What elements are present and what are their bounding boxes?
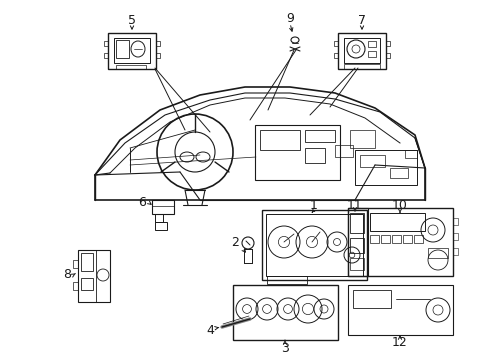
Bar [73, 282, 78, 290]
Text: 6: 6 [138, 195, 145, 208]
Text: 12: 12 [391, 336, 407, 348]
Bar [108, 33, 156, 69]
Bar [81, 253, 93, 271]
Bar [352, 290, 390, 308]
Bar [155, 214, 163, 222]
Text: 3: 3 [281, 342, 288, 355]
Bar [78, 250, 110, 302]
Bar [452, 233, 457, 240]
Bar [391, 235, 400, 243]
Bar [114, 38, 150, 63]
Bar [343, 64, 379, 69]
Bar [116, 65, 146, 69]
Bar [266, 276, 306, 284]
Bar [389, 168, 407, 178]
Bar [104, 53, 108, 58]
Bar [262, 210, 366, 280]
Text: 10: 10 [391, 198, 407, 212]
Bar [116, 40, 129, 58]
Bar [81, 278, 93, 290]
Bar [305, 130, 334, 142]
Text: 1: 1 [309, 198, 317, 212]
Bar [385, 53, 389, 58]
Bar [413, 235, 422, 243]
Bar [156, 41, 160, 46]
Bar [260, 130, 299, 150]
Bar [347, 208, 452, 276]
Bar [305, 148, 325, 163]
Bar [333, 53, 337, 58]
Bar [369, 235, 378, 243]
Bar [155, 222, 167, 230]
Bar [349, 130, 374, 148]
Text: 2: 2 [231, 235, 239, 248]
Bar [254, 125, 339, 180]
Bar [156, 53, 160, 58]
Text: 11: 11 [346, 198, 362, 212]
Bar [404, 150, 416, 158]
Bar [385, 41, 389, 46]
Bar [349, 258, 363, 270]
Text: 9: 9 [285, 12, 293, 24]
Text: 4: 4 [205, 324, 214, 337]
Bar [347, 285, 452, 335]
Bar [359, 155, 384, 167]
Bar [73, 260, 78, 268]
Bar [349, 213, 363, 233]
Bar [265, 214, 362, 276]
Bar [343, 38, 379, 63]
Bar [452, 218, 457, 225]
Bar [333, 41, 337, 46]
Bar [402, 235, 411, 243]
Bar [380, 235, 389, 243]
Bar [232, 285, 337, 340]
Bar [104, 41, 108, 46]
Bar [427, 248, 447, 258]
Text: 5: 5 [128, 14, 136, 27]
Bar [347, 208, 367, 276]
Bar [337, 33, 385, 69]
Bar [452, 248, 457, 255]
Bar [367, 41, 375, 47]
Bar [334, 145, 352, 157]
Bar [354, 150, 416, 185]
Text: 7: 7 [357, 14, 365, 27]
Bar [369, 213, 424, 231]
Bar [349, 238, 363, 253]
Bar [367, 51, 375, 57]
Text: 8: 8 [63, 269, 71, 282]
Bar [152, 200, 174, 214]
